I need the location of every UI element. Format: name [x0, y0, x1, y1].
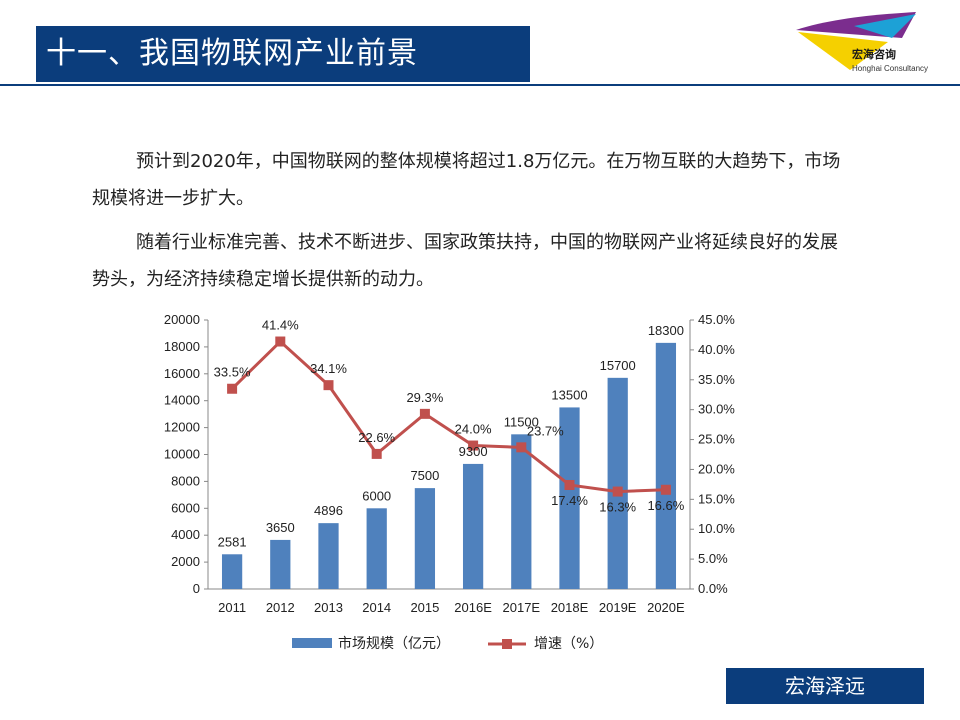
bar-data-label: 3650 — [266, 520, 295, 535]
footer-brand: 宏海泽远 — [726, 668, 924, 704]
bar-data-label: 6000 — [362, 488, 391, 503]
y-right-tick-label: 15.0% — [698, 491, 735, 506]
bar-data-label: 9300 — [459, 444, 488, 459]
growth-data-label: 23.7% — [527, 423, 564, 438]
x-tick-label: 2016E — [454, 600, 492, 615]
growth-point — [371, 448, 382, 459]
growth-data-label: 41.4% — [262, 318, 299, 333]
bar — [270, 539, 291, 589]
growth-point — [516, 442, 527, 453]
growth-data-label: 29.3% — [406, 390, 443, 405]
x-tick-label: 2019E — [599, 600, 637, 615]
logo-chinese-name: 宏海咨询 — [852, 48, 896, 61]
bar — [607, 377, 628, 589]
growth-data-label: 34.1% — [310, 361, 347, 376]
x-tick-label: 2014 — [362, 600, 391, 615]
bar — [559, 407, 580, 589]
x-tick-label: 2012 — [266, 600, 295, 615]
bar — [462, 463, 484, 589]
y-left-tick-label: 0 — [193, 581, 200, 596]
y-left-tick-label: 8000 — [171, 473, 200, 488]
growth-point — [468, 440, 479, 451]
growth-point — [612, 486, 623, 497]
market-size-chart: 0 2000 4000 6000 8000 10000 12000 14000 16000 180… — [164, 312, 735, 652]
x-tick-label: 2011 — [218, 600, 246, 615]
x-tick-label: 2018E — [551, 600, 589, 615]
y-right-tick-label: 0.0% — [698, 581, 728, 596]
growth-point — [660, 484, 671, 495]
legend-line-marker — [502, 639, 512, 649]
growth-point — [275, 336, 286, 347]
bar-data-label: 18300 — [648, 323, 684, 338]
growth-point — [323, 380, 334, 391]
y-left-tick-label: 10000 — [164, 447, 200, 462]
growth-data-label: 17.4% — [551, 493, 588, 508]
bar-data-label: 11500 — [504, 414, 539, 429]
y-right-tick-label: 5.0% — [698, 551, 728, 566]
y-left-tick-label: 6000 — [171, 500, 200, 515]
paragraph-forecast: 预计到2020年，中国物联网的整体规模将超过1.8万亿元。在万物互联的大趋势下，… — [92, 151, 841, 209]
y-left-tick-label: 18000 — [164, 339, 200, 354]
header-divider — [0, 84, 960, 86]
bar — [655, 342, 677, 589]
bar-data-label: 7500 — [410, 468, 439, 483]
y-right-tick-label: 10.0% — [698, 521, 735, 536]
growth-point — [564, 479, 575, 490]
y-right-tick-label: 40.0% — [698, 342, 735, 357]
bar — [318, 523, 339, 589]
growth-data-label: 24.0% — [455, 422, 492, 437]
bar-data-label: 13500 — [551, 387, 587, 402]
x-tick-label: 2015 — [410, 600, 439, 615]
y-right-tick-label: 35.0% — [698, 372, 735, 387]
growth-data-label: 16.6% — [647, 498, 684, 513]
y-left-tick-label: 12000 — [164, 420, 200, 435]
bar — [221, 554, 243, 589]
bar-data-label: 4896 — [314, 503, 343, 518]
growth-data-label: 33.5% — [214, 365, 251, 380]
page-title: 十一、我国物联网产业前景 — [36, 26, 530, 82]
growth-data-label: 22.6% — [358, 430, 395, 445]
growth-line — [231, 339, 666, 494]
y-left-tick-label: 16000 — [164, 366, 200, 381]
growth-point — [419, 408, 430, 419]
bar-data-label: 2581 — [218, 534, 247, 549]
y-left-tick-label: 20000 — [164, 312, 200, 327]
y-right-tick-label: 25.0% — [698, 432, 735, 447]
y-right-tick-label: 45.0% — [698, 312, 735, 327]
bar — [366, 508, 387, 589]
company-logo-icon — [796, 12, 916, 70]
y-right-tick-label: 20.0% — [698, 461, 735, 476]
legend-line-label: 增速（%） — [534, 636, 603, 652]
bar — [511, 434, 532, 589]
y-left-tick-label: 14000 — [164, 393, 200, 408]
legend-bar-label: 市场规模（亿元） — [338, 635, 450, 652]
growth-point — [227, 383, 238, 394]
x-tick-label: 2020E — [647, 600, 685, 615]
y-right-tick-label: 30.0% — [698, 402, 735, 417]
x-tick-label: 2013 — [314, 600, 343, 615]
bar — [414, 488, 436, 589]
bar-data-label: 15700 — [600, 358, 636, 373]
legend-bar-swatch — [292, 638, 332, 648]
logo-english-name: Honghai Consultancy — [852, 64, 929, 73]
paragraph-outlook: 随着行业标准完善、技术不断进步、国家政策扶持，中国的物联网产业将延续良好的发展势… — [92, 232, 838, 290]
y-left-tick-label: 4000 — [171, 527, 200, 542]
x-tick-label: 2017E — [503, 600, 541, 615]
y-left-tick-label: 2000 — [171, 554, 200, 569]
growth-data-label: 16.3% — [599, 500, 636, 515]
